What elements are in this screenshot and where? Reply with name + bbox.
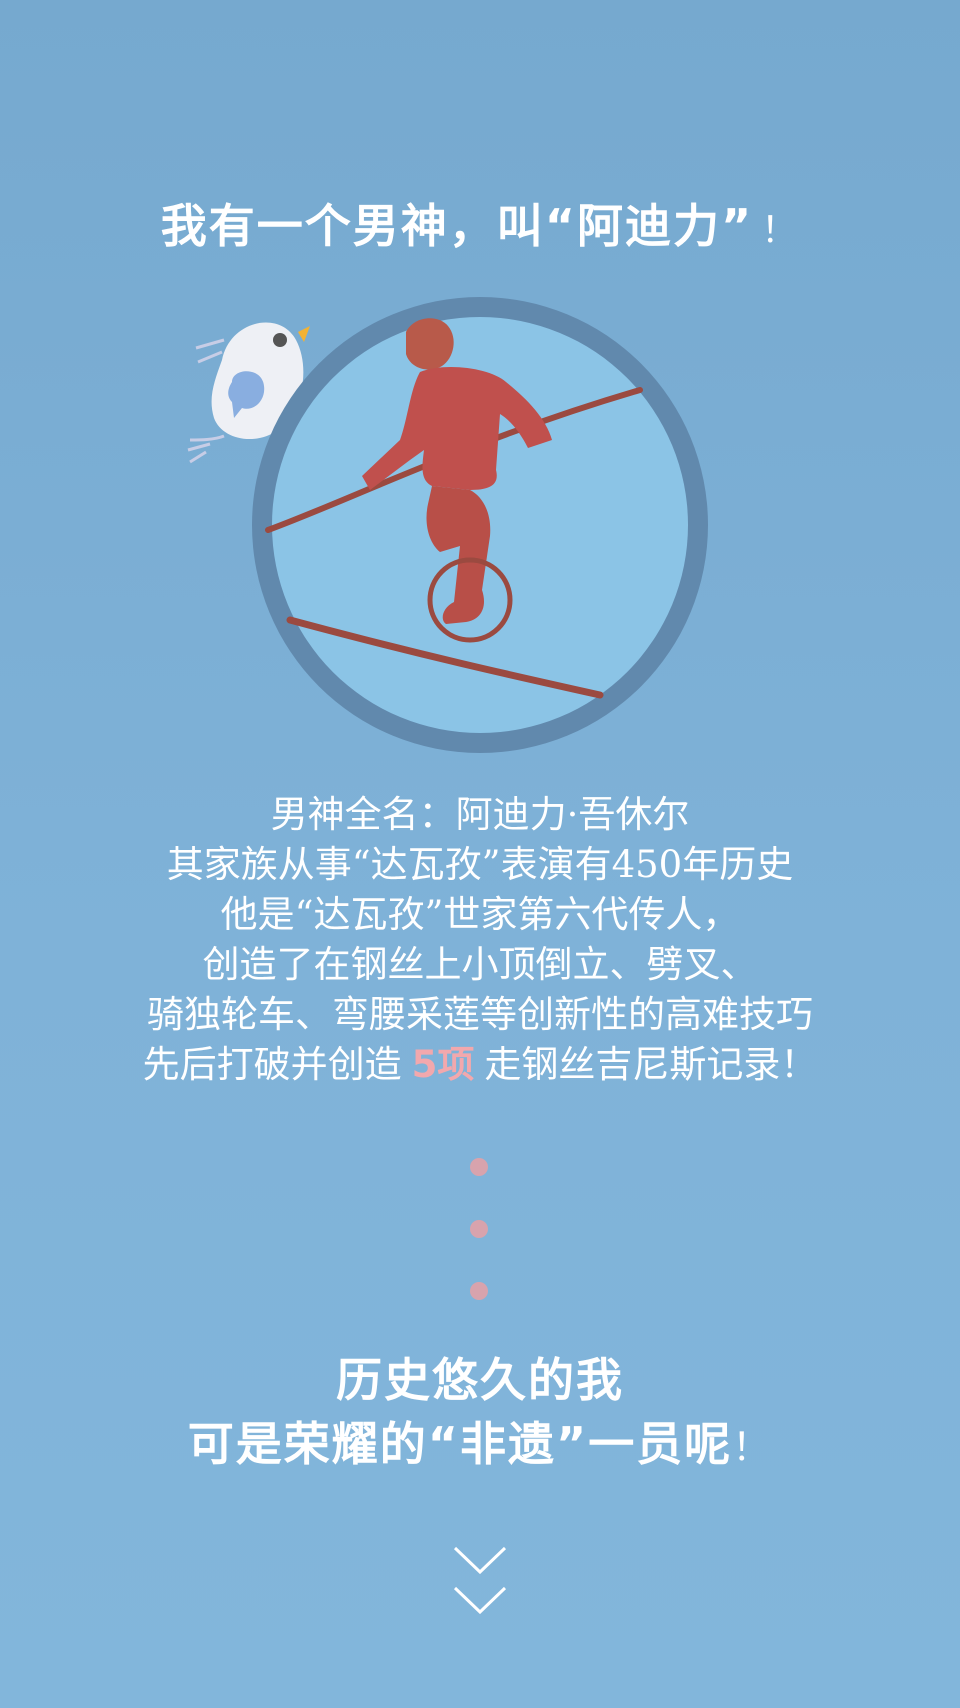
intro-text-block: 男神全名：阿迪力·吾休尔 其家族从事“达瓦孜”表演有450年历史 他是“达瓦孜”…	[0, 790, 960, 1090]
scroll-down-chevrons	[453, 1546, 507, 1615]
closing-heading: 历史悠久的我 可是荣耀的“非遗”一员呢！	[0, 1348, 960, 1479]
records-prefix: 先后打破并创造	[142, 1043, 402, 1086]
intro-line-heir: 他是“达瓦孜”世家第六代传人，	[220, 893, 740, 936]
intro-line-skills: 骑独轮车、弯腰采莲等创新性的高难技巧	[147, 993, 813, 1036]
intro-line-family: 其家族从事“达瓦孜”表演有450年历史	[166, 843, 794, 886]
divider-dot	[470, 1158, 488, 1176]
divider-dot	[470, 1220, 488, 1238]
closing-line-1: 历史悠久的我	[336, 1353, 624, 1407]
hero-illustration	[170, 290, 730, 760]
page-title: 我有一个男神，叫“阿迪力”！	[0, 190, 960, 256]
tightrope-walker-illustration	[265, 318, 643, 699]
closing-line-2-text: 可是荣耀的“非遗”一员呢	[187, 1417, 733, 1471]
double-chevron-down-icon[interactable]	[450, 1540, 510, 1620]
closing-exclamation: ！	[732, 1425, 773, 1469]
records-suffix: 走钢丝吉尼斯记录！	[484, 1043, 818, 1086]
page-title-exclamation: ！	[761, 210, 800, 251]
divider-dot	[470, 1282, 488, 1300]
page-title-text: 我有一个男神，叫“阿迪力”	[160, 199, 754, 253]
records-count-highlight: 5项	[411, 1043, 475, 1086]
intro-line-name: 男神全名：阿迪力·吾休尔	[270, 793, 690, 836]
bird-icon	[187, 322, 310, 464]
hero-illustration-svg	[187, 297, 708, 753]
intro-line-created: 创造了在钢丝上小顶倒立、劈叉、	[202, 943, 758, 986]
dot-divider	[470, 1158, 490, 1344]
closing-line-2: 可是荣耀的“非遗”一员呢！	[0, 1412, 960, 1479]
intro-line-records: 先后打破并创造 5项 走钢丝吉尼斯记录！	[0, 1040, 960, 1090]
